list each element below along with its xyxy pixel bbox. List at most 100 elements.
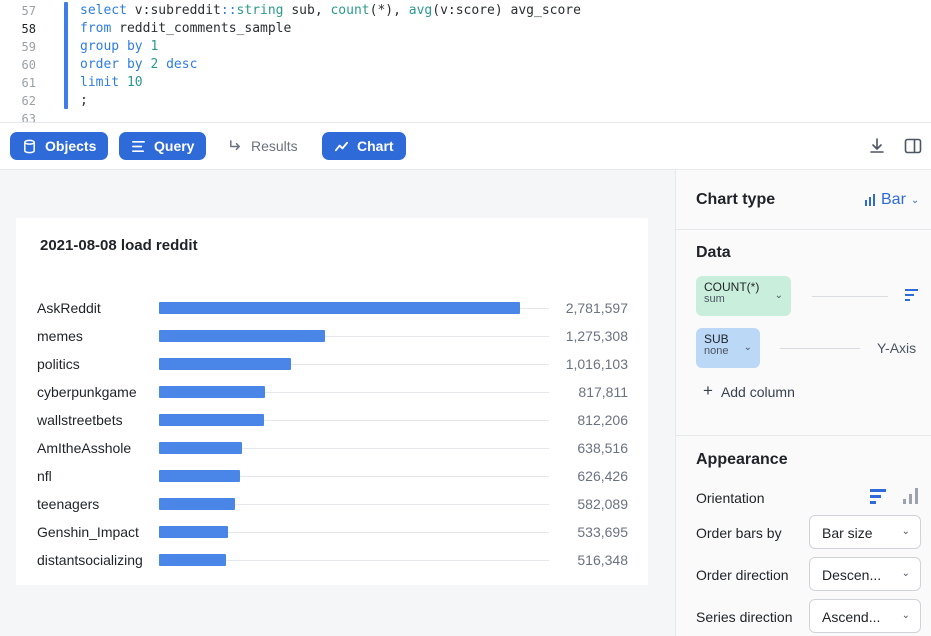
- value-label: 1,016,103: [565, 356, 628, 372]
- code-token: 2: [150, 57, 159, 72]
- bar[interactable]: [159, 554, 226, 566]
- sort-bars-icon[interactable]: [905, 289, 919, 301]
- bar[interactable]: [159, 386, 266, 398]
- count-column-name: COUNT(*): [704, 280, 760, 294]
- chevron-down-icon: ⌄: [910, 194, 920, 206]
- series-direction-select[interactable]: Ascend... ⌄: [809, 599, 921, 633]
- add-column-label: Add column: [720, 384, 795, 400]
- bar-track: [159, 420, 549, 421]
- code-line[interactable]: group by 1: [80, 38, 158, 56]
- bar[interactable]: [159, 302, 520, 314]
- code-token: desc: [166, 57, 198, 72]
- series-direction-value: Ascend...: [822, 609, 881, 625]
- data-section: Data COUNT(*) sum ⌄ SUB none ⌄ Y-Axis + …: [676, 230, 931, 436]
- add-column-button[interactable]: + Add column: [703, 381, 795, 400]
- chevron-down-icon: ⌄: [901, 568, 910, 579]
- code-token: 1: [150, 39, 159, 54]
- value-label: 2,781,597: [565, 300, 628, 316]
- query-label: Query: [154, 138, 195, 154]
- bar-track: [159, 532, 549, 533]
- chart-label: Chart: [357, 138, 394, 154]
- bar[interactable]: [159, 442, 242, 454]
- code-token: limit: [80, 75, 120, 90]
- line-number: 59: [21, 40, 36, 54]
- code-line[interactable]: from reddit_comments_sample: [80, 20, 291, 38]
- code-token: count: [330, 3, 370, 18]
- code-token: avg: [408, 3, 433, 18]
- return-arrow-icon: [230, 139, 240, 150]
- bar-row: nfl 626,426: [16, 462, 648, 490]
- value-label: 516,348: [577, 552, 628, 568]
- order-bars-label: Order bars by: [696, 525, 782, 541]
- bar-track: [159, 364, 549, 365]
- category-label: cyberpunkgame: [37, 384, 137, 400]
- chart-type-select[interactable]: Bar ⌄: [864, 191, 919, 209]
- code-token: order by: [80, 57, 143, 72]
- bar[interactable]: [159, 498, 235, 510]
- divider: [812, 296, 888, 297]
- code-line[interactable]: ;: [80, 92, 88, 110]
- bar-row: Genshin_Impact 533,695: [16, 518, 648, 546]
- worksheet-toolbar: Objects Query Results Chart: [0, 123, 931, 170]
- sub-column-chip[interactable]: SUB none ⌄: [696, 328, 760, 368]
- split-panel-icon[interactable]: [903, 136, 923, 156]
- category-label: AskReddit: [37, 300, 101, 316]
- code-token: reddit_comments_sample: [111, 21, 292, 36]
- order-direction-select[interactable]: Descen... ⌄: [809, 557, 921, 591]
- category-label: AmItheAsshole: [37, 440, 132, 456]
- download-icon[interactable]: [867, 136, 887, 156]
- bar[interactable]: [159, 526, 229, 538]
- bar[interactable]: [159, 330, 325, 342]
- bar-track: [159, 448, 549, 449]
- value-label: 817,811: [578, 384, 628, 400]
- line-number: 60: [21, 58, 36, 72]
- data-heading: Data: [696, 244, 731, 261]
- code-token: ;: [80, 93, 88, 108]
- bar-track: [159, 560, 549, 561]
- code-token: string: [236, 3, 284, 18]
- chevron-down-icon: ⌄: [901, 526, 910, 537]
- order-bars-select[interactable]: Bar size ⌄: [809, 515, 921, 549]
- query-button[interactable]: Query: [119, 132, 207, 160]
- code-token: ::: [220, 3, 237, 18]
- code-line[interactable]: limit 10: [80, 74, 143, 92]
- bar[interactable]: [159, 470, 241, 482]
- category-label: Genshin_Impact: [37, 524, 139, 540]
- code-line[interactable]: select v:subreddit::string sub, count(*)…: [80, 2, 581, 20]
- code-token: sub,: [283, 3, 331, 18]
- sql-editor[interactable]: 57 58 59 60 61 62 63 select v:subreddit::strin…: [0, 0, 931, 123]
- category-label: politics: [37, 356, 80, 372]
- bar-row: AmItheAsshole 638,516: [16, 434, 648, 462]
- bar[interactable]: [159, 358, 291, 370]
- count-column-agg: sum: [704, 293, 725, 305]
- code-token: group by: [80, 39, 143, 54]
- bar-row: distantsocializing 516,348: [16, 546, 648, 574]
- lines-icon: [132, 140, 145, 152]
- bar-track: [159, 504, 549, 505]
- category-label: nfl: [37, 468, 52, 484]
- value-label: 638,516: [577, 440, 628, 456]
- code-line[interactable]: order by 2 desc: [80, 56, 197, 74]
- code-token: v:subreddit: [126, 3, 221, 18]
- bar-row: memes 1,275,308: [16, 322, 648, 350]
- chevron-down-icon: ⌄: [774, 290, 783, 301]
- line-number-gutter: 57 58 59 60 61 62 63: [0, 0, 64, 122]
- bar-row: teenagers 582,089: [16, 490, 648, 518]
- plus-icon: +: [703, 381, 713, 400]
- chart-type-heading: Chart type: [696, 191, 776, 208]
- code-token: [158, 57, 166, 72]
- category-label: teenagers: [37, 496, 100, 512]
- bar-chart-icon: [865, 193, 875, 206]
- bar-track: [159, 392, 549, 393]
- line-number: 62: [21, 94, 36, 108]
- bar-track: [159, 336, 549, 337]
- objects-button[interactable]: Objects: [10, 132, 109, 160]
- line-number: 57: [21, 4, 36, 18]
- vertical-bars-icon[interactable]: [903, 488, 918, 504]
- horizontal-bars-icon[interactable]: [870, 489, 886, 504]
- category-label: memes: [37, 328, 83, 344]
- chart-button[interactable]: Chart: [322, 132, 406, 160]
- count-column-chip[interactable]: COUNT(*) sum ⌄: [696, 276, 791, 316]
- bar[interactable]: [159, 414, 265, 426]
- results-button[interactable]: Results: [216, 132, 310, 160]
